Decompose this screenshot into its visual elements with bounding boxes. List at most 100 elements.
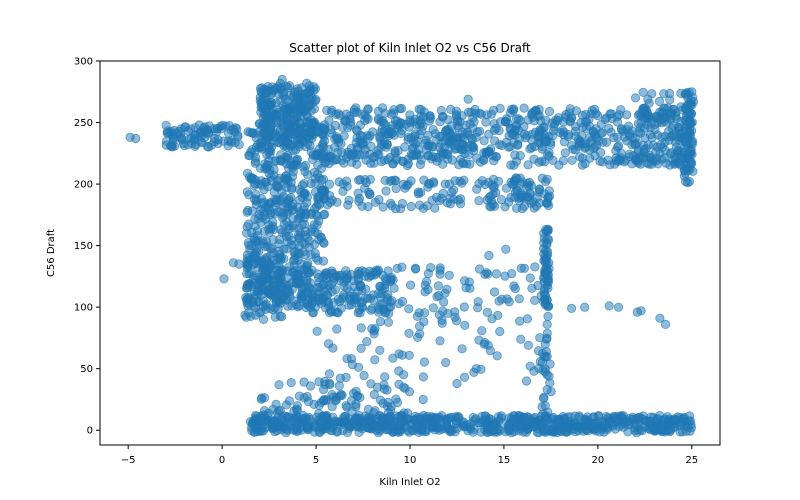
data-point — [434, 425, 444, 435]
data-point — [426, 262, 436, 273]
data-point — [638, 87, 648, 97]
data-point — [375, 316, 385, 327]
data-point — [297, 180, 307, 190]
data-point — [432, 414, 442, 424]
data-point — [493, 310, 503, 320]
data-point — [270, 259, 280, 269]
data-point — [445, 104, 456, 115]
data-point — [335, 110, 345, 121]
data-point — [612, 117, 623, 127]
data-point — [332, 426, 342, 436]
data-point — [264, 147, 274, 157]
data-point — [477, 411, 487, 421]
data-point — [336, 139, 346, 149]
data-point — [434, 310, 444, 320]
data-point — [474, 196, 484, 206]
data-point — [281, 428, 291, 438]
data-point — [543, 311, 553, 321]
data-point — [304, 236, 315, 246]
data-point — [567, 155, 577, 165]
data-point — [247, 145, 257, 155]
data-point — [292, 274, 303, 284]
data-point — [647, 132, 657, 143]
data-point — [504, 197, 514, 207]
data-point — [331, 155, 342, 165]
data-point — [298, 162, 308, 172]
data-point — [491, 269, 501, 279]
data-point — [515, 151, 525, 161]
data-point — [270, 312, 280, 322]
data-point — [484, 250, 494, 261]
data-point — [370, 406, 380, 416]
data-point — [467, 141, 478, 151]
data-point — [216, 121, 226, 131]
data-point — [646, 423, 657, 433]
data-point — [428, 125, 438, 135]
data-point — [228, 124, 238, 134]
data-point — [316, 183, 326, 193]
data-point — [542, 319, 552, 329]
data-point — [508, 106, 519, 116]
data-point — [323, 298, 334, 308]
data-point — [454, 160, 464, 170]
data-point — [604, 123, 614, 133]
data-point — [482, 307, 492, 317]
data-point — [248, 260, 258, 270]
data-point — [490, 136, 500, 146]
data-point — [291, 155, 301, 165]
y-axis-label: C56 Draft — [46, 229, 57, 277]
chart-title: Scatter plot of Kiln Inlet O2 vs C56 Dra… — [289, 41, 531, 55]
data-point — [433, 281, 443, 291]
data-point — [360, 115, 370, 126]
data-point — [305, 302, 315, 312]
data-point — [609, 133, 619, 143]
data-point — [542, 247, 553, 257]
data-point — [186, 124, 196, 134]
data-point — [522, 192, 533, 202]
data-point — [266, 224, 276, 234]
data-point — [637, 414, 647, 424]
data-point — [355, 308, 365, 318]
data-point — [283, 163, 294, 173]
data-point — [344, 195, 354, 205]
data-point — [326, 107, 337, 117]
data-point — [355, 281, 365, 292]
data-point — [375, 133, 385, 143]
data-point — [369, 151, 380, 162]
data-point — [601, 113, 612, 123]
data-point — [415, 414, 425, 425]
data-point — [318, 395, 329, 406]
data-point — [342, 353, 352, 364]
data-point — [489, 156, 499, 166]
data-point — [258, 314, 269, 324]
data-point — [327, 402, 337, 412]
data-point — [529, 154, 539, 164]
data-point — [542, 384, 552, 395]
data-point — [675, 159, 685, 169]
data-point — [278, 87, 289, 97]
data-point — [542, 276, 553, 286]
data-point — [513, 114, 524, 124]
data-point — [318, 384, 329, 395]
data-point — [240, 310, 250, 320]
data-point — [472, 127, 482, 137]
data-point — [352, 143, 362, 153]
data-point — [298, 106, 308, 116]
data-point — [444, 413, 454, 423]
data-point — [686, 147, 696, 157]
data-point — [294, 391, 304, 401]
data-point — [523, 115, 533, 125]
data-point — [484, 177, 494, 187]
data-point — [254, 278, 264, 289]
data-point — [418, 372, 428, 382]
data-point — [403, 408, 413, 418]
data-point — [422, 201, 432, 211]
data-point — [571, 122, 581, 132]
data-point — [266, 124, 276, 134]
data-point — [534, 127, 545, 137]
data-point — [398, 382, 409, 392]
data-point — [357, 297, 368, 307]
y-axis: 0 50 100 150 200 250 300 — [74, 57, 100, 437]
y-tick-label: 300 — [74, 57, 93, 68]
data-point — [354, 193, 364, 204]
